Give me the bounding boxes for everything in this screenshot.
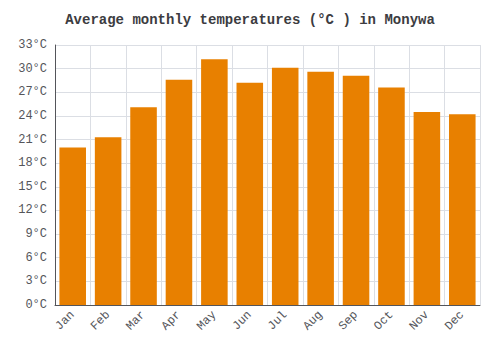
svg-text:30°C: 30°C [18,62,47,76]
svg-text:33°C: 33°C [18,38,47,52]
svg-text:Feb: Feb [88,308,113,333]
svg-text:3°C: 3°C [25,274,47,288]
svg-text:12°C: 12°C [18,203,47,217]
svg-text:Apr: Apr [159,308,184,333]
svg-text:Nov: Nov [407,308,432,333]
svg-text:6°C: 6°C [25,251,47,265]
svg-text:Mar: Mar [123,308,148,333]
svg-text:Sep: Sep [336,308,361,333]
svg-text:May: May [194,308,219,333]
svg-text:15°C: 15°C [18,180,47,194]
svg-text:Average monthly temperatures (: Average monthly temperatures (°C ) in Mo… [65,12,435,28]
svg-text:24°C: 24°C [18,109,47,123]
svg-text:Jul: Jul [265,308,290,333]
svg-text:Aug: Aug [300,308,325,333]
svg-text:Jun: Jun [230,308,255,333]
svg-text:9°C: 9°C [25,227,47,241]
svg-text:Dec: Dec [442,308,467,333]
svg-text:Jan: Jan [53,308,78,333]
svg-text:27°C: 27°C [18,85,47,99]
svg-text:0°C: 0°C [25,298,47,312]
svg-text:Oct: Oct [371,308,396,333]
svg-text:18°C: 18°C [18,156,47,170]
svg-text:21°C: 21°C [18,133,47,147]
